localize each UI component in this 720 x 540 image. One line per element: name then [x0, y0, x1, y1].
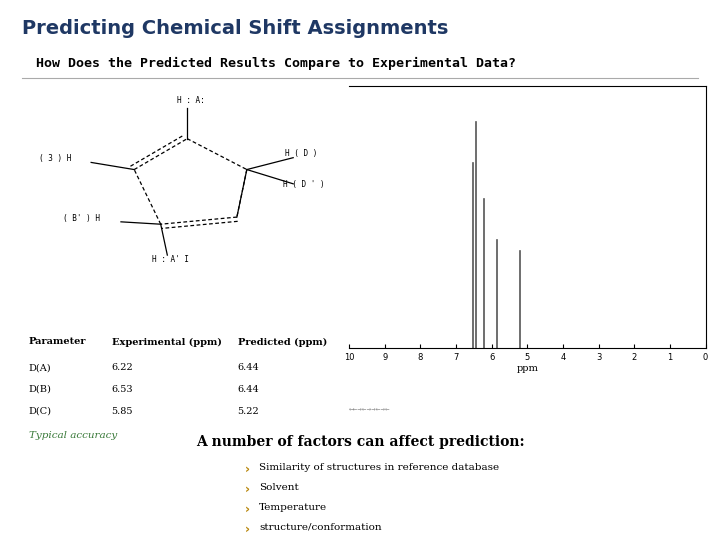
Text: Predicted (ppm): Predicted (ppm): [238, 338, 327, 347]
Text: structure/conformation: structure/conformation: [259, 523, 382, 532]
Text: 6.44: 6.44: [238, 385, 259, 394]
Text: 6.44: 6.44: [238, 363, 259, 373]
X-axis label: ppm: ppm: [516, 363, 539, 373]
Text: A number of factors can affect prediction:: A number of factors can affect predictio…: [196, 435, 524, 449]
Text: H ( D ' ): H ( D ' ): [283, 180, 325, 188]
Text: H : A:: H : A:: [176, 96, 204, 105]
Text: Typical accuracy: Typical accuracy: [29, 431, 117, 440]
Text: ›: ›: [245, 503, 250, 516]
Text: ( 3 ) H: ( 3 ) H: [39, 154, 71, 163]
Text: 6.22: 6.22: [112, 363, 133, 373]
Text: ←←→←→→←→←: ←←→←→→←→←: [349, 406, 391, 411]
Text: 5.22: 5.22: [238, 407, 259, 416]
Text: Predicting Chemical Shift Assignments: Predicting Chemical Shift Assignments: [22, 19, 448, 38]
Text: D(A): D(A): [29, 363, 51, 373]
Text: D(B): D(B): [29, 385, 52, 394]
Text: Parameter: Parameter: [29, 338, 86, 347]
Text: H ( D ): H ( D ): [285, 150, 318, 159]
Text: Experimental (ppm): Experimental (ppm): [112, 338, 222, 347]
Text: 6.53: 6.53: [112, 385, 133, 394]
Text: ›: ›: [245, 463, 250, 476]
Text: D(C): D(C): [29, 407, 52, 416]
Text: 5.85: 5.85: [112, 407, 133, 416]
Text: H : A' I: H : A' I: [152, 255, 189, 264]
Text: Similarity of structures in reference database: Similarity of structures in reference da…: [259, 463, 500, 472]
Text: ( B' ) H: ( B' ) H: [63, 214, 99, 224]
Text: ›: ›: [245, 523, 250, 536]
Text: ›: ›: [245, 483, 250, 496]
Text: Solvent: Solvent: [259, 483, 299, 492]
Text: Temperature: Temperature: [259, 503, 328, 512]
Text: How Does the Predicted Results Compare to Experimental Data?: How Does the Predicted Results Compare t…: [36, 57, 516, 70]
